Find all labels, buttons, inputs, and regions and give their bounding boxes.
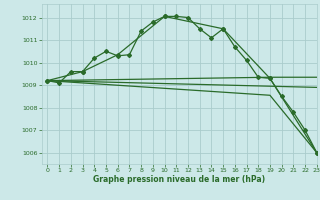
X-axis label: Graphe pression niveau de la mer (hPa): Graphe pression niveau de la mer (hPa) [93, 175, 265, 184]
